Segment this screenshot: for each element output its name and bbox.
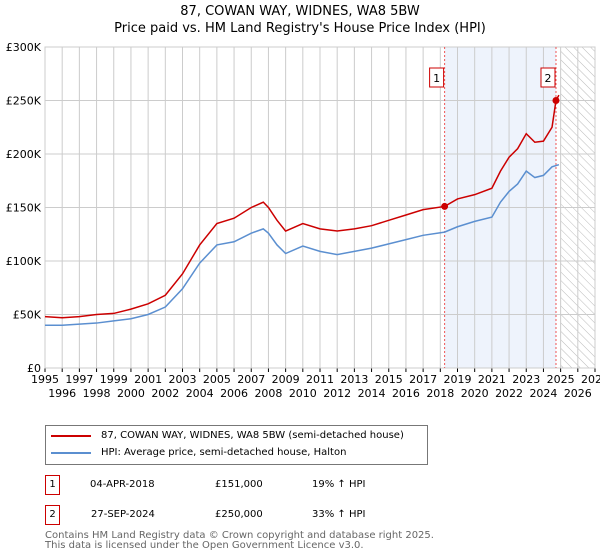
footer-licence: This data is licensed under the Open Gov… xyxy=(45,540,364,551)
y-tick-label: £100K xyxy=(6,255,42,268)
blue-line-swatch xyxy=(51,451,91,454)
sale-row: 2 27-SEP-2024 £250,000 33% ↑ HPI xyxy=(45,505,445,525)
x-tick-label: 2003 xyxy=(169,373,197,386)
sale-marker-badge: 2 xyxy=(45,505,60,525)
x-tick-label: 2020 xyxy=(461,387,489,400)
x-tick-label: 2000 xyxy=(117,387,145,400)
x-tick-label: 2022 xyxy=(495,387,523,400)
plot-frame xyxy=(44,46,596,369)
x-tick-label: 2015 xyxy=(375,373,403,386)
x-tick-label: 2025 xyxy=(547,373,575,386)
sale-date: 04-APR-2018 xyxy=(90,479,155,490)
legend: 87, COWAN WAY, WIDNES, WA8 5BW (semi-det… xyxy=(45,425,428,465)
sale-label: 1 xyxy=(433,72,440,85)
x-tick-label: 2008 xyxy=(254,387,282,400)
footer-copyright: Contains HM Land Registry data © Crown c… xyxy=(45,530,434,541)
x-tick-label: 2005 xyxy=(203,373,231,386)
x-tick-label: 2019 xyxy=(444,373,472,386)
y-tick-label: £200K xyxy=(6,148,42,161)
x-tick-label: 2009 xyxy=(272,373,300,386)
price-chart: 1995199619971998199920002001200220032004… xyxy=(6,41,600,400)
legend-label: HPI: Average price, semi-detached house,… xyxy=(101,447,347,458)
sale-hpi-diff: 33% ↑ HPI xyxy=(312,509,366,520)
sale-date: 27-SEP-2024 xyxy=(91,509,155,520)
sale-row: 1 04-APR-2018 £151,000 19% ↑ HPI xyxy=(45,475,445,495)
x-tick-label: 1995 xyxy=(31,373,59,386)
x-tick-label: 2011 xyxy=(306,373,334,386)
series-line xyxy=(45,163,560,326)
x-tick-label: 2014 xyxy=(358,387,386,400)
x-tick-label: 2013 xyxy=(340,373,368,386)
y-tick-label: £50K xyxy=(13,309,42,322)
sale-hpi-diff: 19% ↑ HPI xyxy=(312,479,366,490)
sale-label-box xyxy=(429,67,445,88)
y-tick-label: £150K xyxy=(6,202,42,215)
x-tick-label: 2026 xyxy=(564,387,592,400)
y-tick-label: £300K xyxy=(6,41,42,54)
x-tick-label: 2018 xyxy=(426,387,454,400)
x-tick-label: 2001 xyxy=(134,373,162,386)
x-tick-label: 2010 xyxy=(289,387,317,400)
sale-point xyxy=(441,202,449,210)
x-tick-label: 2002 xyxy=(151,387,179,400)
legend-item-hpi: HPI: Average price, semi-detached house,… xyxy=(51,447,346,458)
sale-price: £250,000 xyxy=(215,509,263,520)
red-line-swatch xyxy=(51,434,91,437)
legend-item-property: 87, COWAN WAY, WIDNES, WA8 5BW (semi-det… xyxy=(51,430,404,441)
x-tick-label: 2027 xyxy=(581,373,600,386)
title: 87, COWAN WAY, WIDNES, WA8 5BW xyxy=(180,4,420,19)
x-tick-label: 2024 xyxy=(529,387,557,400)
legend-label: 87, COWAN WAY, WIDNES, WA8 5BW (semi-det… xyxy=(101,430,404,441)
sale-label-box xyxy=(540,67,556,88)
x-tick-label: 2017 xyxy=(409,373,437,386)
x-tick-label: 2007 xyxy=(237,373,265,386)
x-tick-label: 1999 xyxy=(100,373,128,386)
sale-point xyxy=(552,97,560,104)
sale-label: 2 xyxy=(544,72,551,85)
x-tick-label: 2006 xyxy=(220,387,248,400)
chart-title: 87, COWAN WAY, WIDNES, WA8 5BW Price pai… xyxy=(0,3,600,37)
x-tick-label: 1998 xyxy=(83,387,111,400)
x-tick-label: 2023 xyxy=(512,373,540,386)
x-tick-label: 1997 xyxy=(65,373,93,386)
subtitle: Price paid vs. HM Land Registry's House … xyxy=(114,21,486,36)
x-tick-label: 1996 xyxy=(48,387,76,400)
x-tick-label: 2016 xyxy=(392,387,420,400)
y-tick-label: £0 xyxy=(27,362,41,375)
sale-marker-badge: 1 xyxy=(45,475,60,495)
footer: Contains HM Land Registry data © Crown c… xyxy=(45,531,434,551)
x-tick-label: 2004 xyxy=(186,387,214,400)
y-tick-label: £250K xyxy=(6,95,42,108)
x-tick-label: 2012 xyxy=(323,387,351,400)
x-tick-label: 2021 xyxy=(478,373,506,386)
series-line xyxy=(44,94,560,319)
sale-price: £151,000 xyxy=(215,479,263,490)
